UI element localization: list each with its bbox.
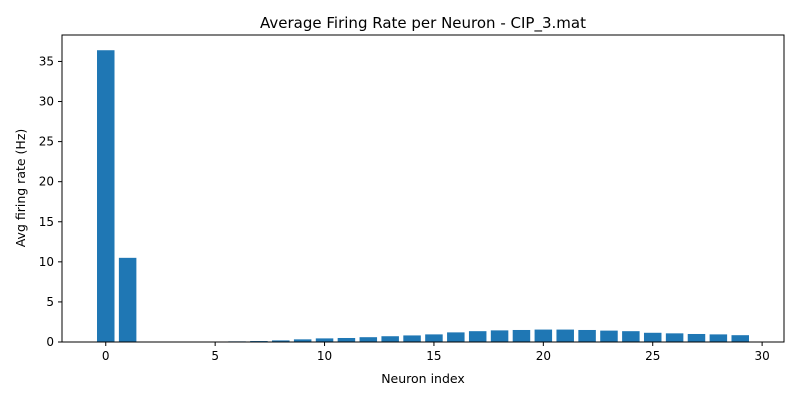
bar-neuron-28	[709, 334, 728, 342]
bar-neuron-11	[337, 337, 356, 342]
y-tick-label: 5	[46, 295, 54, 309]
x-tick-label: 15	[426, 349, 441, 363]
y-axis-label: Avg firing rate (Hz)	[13, 129, 28, 248]
y-tick-label: 15	[39, 215, 54, 229]
y-tick-label: 30	[39, 95, 54, 109]
bar-neuron-18	[490, 330, 509, 342]
bar-neuron-15	[425, 334, 443, 342]
y-axis-ticks: 0 5 10 15 20 25 30 35	[39, 54, 62, 349]
y-tick-label: 25	[39, 135, 54, 149]
x-axis-ticks: 0 5 10 15 20 25 30	[102, 342, 770, 363]
bar-neuron-17	[468, 331, 487, 342]
x-tick-label: 0	[102, 349, 110, 363]
x-tick-label: 30	[754, 349, 769, 363]
bar-neuron-25	[643, 332, 662, 342]
bars-group	[97, 50, 749, 342]
y-tick-label: 35	[39, 54, 54, 68]
bar-neuron-29	[731, 335, 749, 342]
bar-neuron-14	[403, 335, 421, 342]
bar-neuron-16	[447, 332, 465, 342]
bar-neuron-21	[556, 329, 574, 342]
y-tick-label: 10	[39, 255, 54, 269]
bar-neuron-13	[381, 336, 399, 342]
x-tick-label: 5	[211, 349, 219, 363]
x-tick-label: 10	[317, 349, 332, 363]
chart-title: Average Firing Rate per Neuron - CIP_3.m…	[260, 14, 586, 33]
x-axis-label: Neuron index	[381, 371, 465, 386]
bar-neuron-24	[622, 331, 640, 342]
bar-neuron-27	[687, 333, 706, 342]
x-tick-label: 25	[645, 349, 660, 363]
bar-neuron-23	[600, 330, 618, 342]
bar-neuron-9	[293, 339, 312, 342]
bar-neuron-1	[118, 257, 137, 342]
x-tick-label: 20	[536, 349, 551, 363]
bar-neuron-12	[359, 337, 378, 342]
bar-neuron-19	[512, 329, 531, 342]
y-tick-label: 0	[46, 335, 54, 349]
bar-neuron-22	[578, 329, 596, 342]
bar-neuron-8	[272, 340, 290, 342]
plot-frame	[61, 34, 785, 343]
bar-neuron-0	[97, 50, 115, 342]
y-tick-label: 20	[39, 175, 54, 189]
bar-neuron-26	[665, 333, 684, 342]
bar-neuron-20	[534, 329, 553, 342]
bar-neuron-10	[315, 338, 334, 342]
